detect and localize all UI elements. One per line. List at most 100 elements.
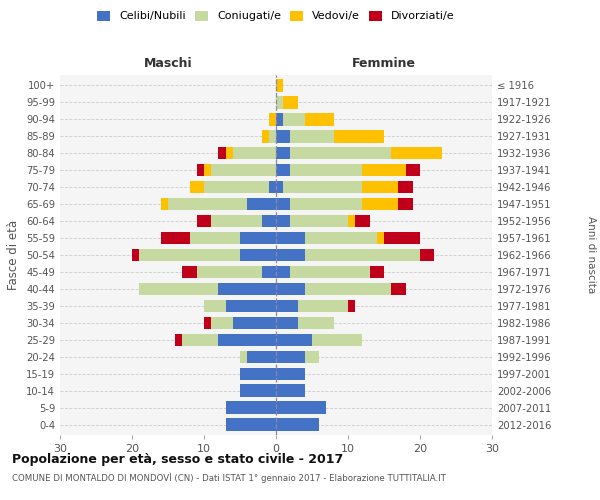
Bar [276,266,290,278]
Bar [247,198,276,210]
Text: Anni di nascita: Anni di nascita [586,216,596,294]
Bar [269,130,276,142]
Bar [226,146,233,160]
Bar [168,198,247,210]
Bar [276,316,298,330]
Bar [161,232,190,244]
Bar [240,232,276,244]
Bar [276,418,319,431]
Bar [182,334,218,346]
Bar [276,198,290,210]
Bar [240,384,276,397]
Bar [406,164,420,176]
Bar [305,248,420,262]
Bar [211,214,262,228]
Bar [290,214,348,228]
Bar [276,146,290,160]
Bar [391,146,442,160]
Bar [226,402,276,414]
Bar [233,146,276,160]
Bar [298,316,334,330]
Bar [305,282,391,296]
Bar [290,164,362,176]
Bar [139,282,218,296]
Bar [276,96,283,108]
Bar [377,232,384,244]
Bar [218,282,276,296]
Bar [269,113,276,126]
Bar [240,350,247,364]
Bar [218,334,276,346]
Bar [247,350,276,364]
Bar [204,180,269,194]
Bar [276,334,312,346]
Bar [269,180,276,194]
Bar [290,198,362,210]
Bar [283,113,305,126]
Bar [190,232,240,244]
Bar [305,232,377,244]
Bar [161,198,168,210]
Bar [276,402,326,414]
Bar [276,232,305,244]
Bar [262,266,276,278]
Bar [334,130,384,142]
Bar [276,248,305,262]
Text: Popolazione per età, sesso e stato civile - 2017: Popolazione per età, sesso e stato civil… [12,452,343,466]
Bar [276,113,283,126]
Bar [276,384,305,397]
Bar [197,164,204,176]
Bar [175,334,182,346]
Bar [398,180,413,194]
Bar [262,214,276,228]
Bar [226,418,276,431]
Bar [204,164,211,176]
Bar [362,180,398,194]
Bar [362,198,398,210]
Bar [305,350,319,364]
Bar [384,232,420,244]
Bar [276,214,290,228]
Bar [391,282,406,296]
Text: COMUNE DI MONTALDO DI MONDOVÌ (CN) - Dati ISTAT 1° gennaio 2017 - Elaborazione T: COMUNE DI MONTALDO DI MONDOVÌ (CN) - Dat… [12,472,446,483]
Bar [240,368,276,380]
Bar [182,266,197,278]
Bar [226,300,276,312]
Bar [276,282,305,296]
Bar [211,164,276,176]
Bar [370,266,384,278]
Bar [298,300,348,312]
Legend: Celibi/Nubili, Coniugati/e, Vedovi/e, Divorziati/e: Celibi/Nubili, Coniugati/e, Vedovi/e, Di… [97,10,455,22]
Bar [276,79,283,92]
Bar [355,214,370,228]
Bar [305,113,334,126]
Bar [139,248,240,262]
Bar [276,350,305,364]
Bar [398,198,413,210]
Bar [312,334,362,346]
Bar [348,300,355,312]
Bar [283,96,298,108]
Bar [262,130,269,142]
Text: Femmine: Femmine [352,57,416,70]
Bar [290,130,334,142]
Bar [290,266,370,278]
Bar [211,316,233,330]
Bar [276,300,298,312]
Bar [276,130,290,142]
Bar [197,214,211,228]
Bar [362,164,406,176]
Bar [276,164,290,176]
Text: Maschi: Maschi [143,57,193,70]
Bar [218,146,226,160]
Bar [283,180,362,194]
Bar [197,266,262,278]
Bar [233,316,276,330]
Y-axis label: Fasce di età: Fasce di età [7,220,20,290]
Bar [132,248,139,262]
Bar [190,180,204,194]
Bar [240,248,276,262]
Bar [276,180,283,194]
Bar [348,214,355,228]
Bar [420,248,434,262]
